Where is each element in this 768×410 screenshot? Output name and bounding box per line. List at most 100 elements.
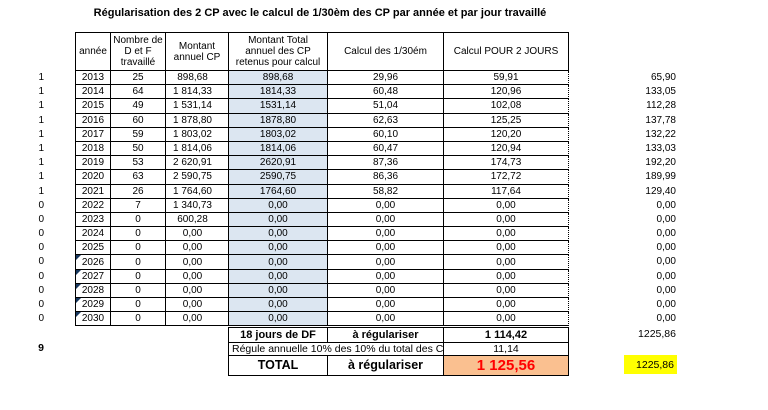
table-cell[interactable]: 0,00	[328, 227, 444, 242]
col-header-annee[interactable]: année	[76, 33, 111, 71]
outside-value[interactable]: 0,00	[656, 242, 676, 254]
table-cell[interactable]: 64	[111, 85, 166, 100]
regule-annuelle-value[interactable]: 11,14	[444, 342, 569, 356]
table-cell[interactable]: 0,00	[444, 198, 569, 213]
row-flag[interactable]: 0	[38, 284, 44, 296]
table-cell[interactable]: 1764,60	[229, 184, 328, 199]
table-cell[interactable]: 2017	[76, 127, 111, 142]
outside-value[interactable]: 0,00	[656, 284, 676, 296]
row-flag[interactable]: 1	[38, 114, 44, 126]
outside-value[interactable]: 0,00	[656, 213, 676, 225]
table-cell[interactable]: 0	[111, 269, 166, 284]
table-cell[interactable]: 62,63	[328, 113, 444, 128]
table-cell[interactable]: 0,00	[229, 212, 328, 228]
table-cell[interactable]: 0	[111, 312, 166, 327]
table-cell[interactable]: 60,48	[328, 85, 444, 100]
table-cell[interactable]: 0,00	[229, 283, 328, 298]
table-cell[interactable]: 1814,06	[229, 141, 328, 157]
table-cell[interactable]: 0,00	[166, 283, 229, 298]
outside-value[interactable]: 133,03	[645, 142, 676, 154]
table-cell[interactable]: 0,00	[328, 269, 444, 284]
row-flag[interactable]: 0	[38, 242, 44, 254]
table-cell[interactable]: 59	[111, 127, 166, 142]
table-cell[interactable]: 49	[111, 99, 166, 114]
outside-value[interactable]: 189,99	[645, 171, 676, 183]
table-cell[interactable]: 58,82	[328, 184, 444, 199]
row-flag[interactable]: 0	[38, 199, 44, 211]
table-cell[interactable]: 0,00	[444, 312, 569, 327]
table-cell[interactable]: 172,72	[444, 170, 569, 185]
table-cell[interactable]: 1 814,06	[166, 141, 229, 157]
table-cell[interactable]: 1 803,02	[166, 127, 229, 142]
row-flag[interactable]: 0	[38, 228, 44, 240]
table-cell[interactable]: 63	[111, 170, 166, 185]
table-cell[interactable]: 2030	[76, 312, 111, 327]
table-cell[interactable]: 120,96	[444, 85, 569, 100]
table-cell[interactable]: 0	[111, 241, 166, 256]
row-flag[interactable]: 0	[38, 256, 44, 268]
table-cell[interactable]: 0	[111, 212, 166, 228]
col-header-calcul-30em[interactable]: Calcul des 1/30ém	[328, 33, 444, 71]
table-cell[interactable]: 7	[111, 198, 166, 213]
table-cell[interactable]: 87,36	[328, 156, 444, 171]
row-flag[interactable]: 1	[38, 157, 44, 169]
table-cell[interactable]: 0,00	[328, 283, 444, 298]
table-cell[interactable]: 0,00	[444, 255, 569, 270]
table-cell[interactable]: 0	[111, 227, 166, 242]
table-cell[interactable]: 2016	[76, 113, 111, 128]
outside-value[interactable]: 132,22	[645, 128, 676, 140]
table-cell[interactable]: 120,20	[444, 127, 569, 142]
table-cell[interactable]: 26	[111, 184, 166, 199]
table-cell[interactable]: 2024	[76, 227, 111, 242]
table-cell[interactable]: 2028	[76, 283, 111, 298]
table-cell[interactable]: 600,28	[166, 212, 229, 228]
outside-value[interactable]: 0,00	[656, 199, 676, 211]
table-cell[interactable]: 0,00	[166, 312, 229, 327]
table-cell[interactable]: 0,00	[444, 227, 569, 242]
table-cell[interactable]: 0,00	[166, 227, 229, 242]
table-cell[interactable]: 0,00	[328, 241, 444, 256]
table-cell[interactable]: 0	[111, 298, 166, 313]
table-cell[interactable]: 0,00	[328, 255, 444, 270]
table-cell[interactable]: 2020	[76, 170, 111, 185]
table-cell[interactable]: 125,25	[444, 113, 569, 128]
table-cell[interactable]: 51,04	[328, 99, 444, 114]
outside-value[interactable]: 0,00	[656, 270, 676, 282]
table-cell[interactable]: 0,00	[229, 269, 328, 284]
row-flag[interactable]: 1	[38, 72, 44, 83]
row-flag[interactable]: 0	[38, 270, 44, 282]
col-header-jours-travailles[interactable]: Nombre de D et F travaillé	[111, 33, 166, 71]
table-cell[interactable]: 2026	[76, 255, 111, 270]
table-cell[interactable]: 2022	[76, 198, 111, 213]
summary-row-flag[interactable]: 9	[38, 342, 44, 354]
table-cell[interactable]: 1 878,80	[166, 113, 229, 128]
summary-regulariser-label-1[interactable]: à régulariser	[328, 327, 444, 343]
summary-18-jours-value[interactable]: 1 114,42	[444, 327, 569, 343]
table-cell[interactable]: 60,47	[328, 141, 444, 157]
row-flag[interactable]: 0	[38, 313, 44, 325]
table-cell[interactable]: 0,00	[166, 269, 229, 284]
table-cell[interactable]: 2023	[76, 212, 111, 228]
table-cell[interactable]: 2021	[76, 184, 111, 199]
table-cell[interactable]: 120,94	[444, 141, 569, 157]
col-header-montant-total[interactable]: Montant Total annuel des CP retenus pour…	[229, 33, 328, 71]
table-cell[interactable]: 0,00	[166, 241, 229, 256]
table-cell[interactable]: 1 814,33	[166, 85, 229, 100]
highlighted-total-cell[interactable]: 1225,86	[624, 355, 677, 374]
table-cell[interactable]: 60,10	[328, 127, 444, 142]
table-cell[interactable]: 1878,80	[229, 113, 328, 128]
table-cell[interactable]: 2 620,91	[166, 156, 229, 171]
table-cell[interactable]: 2029	[76, 298, 111, 313]
table-cell[interactable]: 0,00	[328, 198, 444, 213]
table-cell[interactable]: 102,08	[444, 99, 569, 114]
row-flag[interactable]: 0	[38, 213, 44, 225]
total-regulariser-label[interactable]: à régulariser	[328, 355, 444, 376]
table-cell[interactable]: 174,73	[444, 156, 569, 171]
table-cell[interactable]: 2620,91	[229, 156, 328, 171]
table-cell[interactable]: 0,00	[444, 269, 569, 284]
table-cell[interactable]: 2015	[76, 99, 111, 114]
regule-annuelle-label[interactable]: Régule annuelle 10% des 10% du total des…	[229, 342, 444, 356]
outside-value[interactable]: 0,00	[656, 299, 676, 310]
table-cell[interactable]: 0,00	[229, 255, 328, 270]
table-cell[interactable]: 60	[111, 113, 166, 128]
